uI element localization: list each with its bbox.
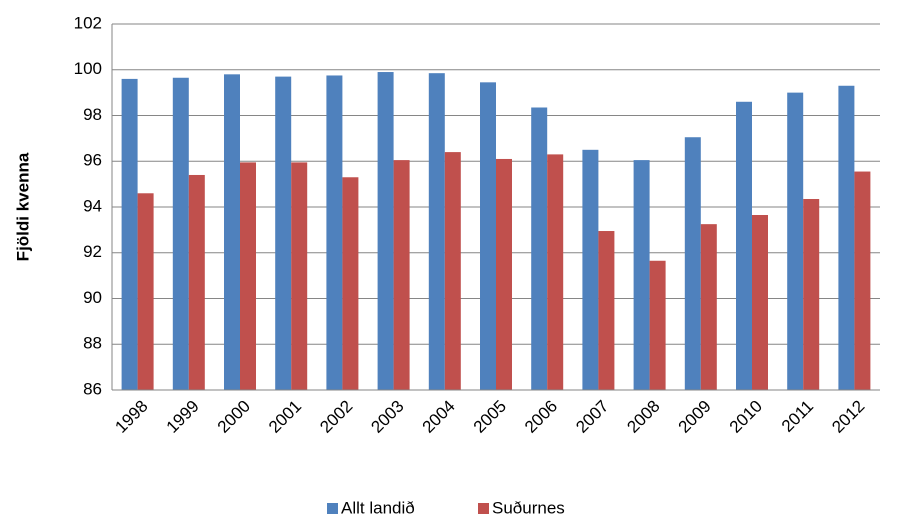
bar <box>496 158 512 390</box>
bar <box>598 231 615 390</box>
y-tick-label: 88 <box>83 334 102 353</box>
bar <box>326 75 343 390</box>
y-tick-label: 86 <box>83 379 102 398</box>
bar <box>736 101 752 391</box>
bar <box>172 77 189 390</box>
bar <box>531 107 548 391</box>
y-tick-label: 90 <box>83 288 102 307</box>
bar <box>393 160 410 390</box>
bar <box>582 149 599 390</box>
x-tick-label: 2011 <box>778 397 817 436</box>
x-tick-label: 2004 <box>419 397 459 437</box>
bar <box>224 74 240 390</box>
bar <box>444 152 461 390</box>
x-tick-label: 2008 <box>623 397 663 437</box>
bar <box>480 82 496 391</box>
legend-swatch <box>327 503 338 514</box>
y-tick-label: 102 <box>74 13 102 32</box>
bar <box>633 160 650 390</box>
x-tick-label: 2002 <box>316 397 356 437</box>
bar <box>291 162 308 390</box>
bar <box>240 162 256 390</box>
x-tick-label: 2007 <box>572 397 612 437</box>
x-tick-label: 2005 <box>470 397 510 437</box>
y-tick-label: 96 <box>83 151 102 170</box>
y-axis-label: Fjöldi kvenna <box>13 152 32 261</box>
x-tick-label: 2010 <box>726 397 766 437</box>
bar <box>854 171 871 390</box>
y-tick-label: 98 <box>83 105 102 124</box>
x-tick-label: 1999 <box>163 397 203 437</box>
bar <box>137 193 154 390</box>
bar <box>121 78 138 391</box>
x-tick-label: 2006 <box>521 397 561 437</box>
x-tick-label: 2000 <box>214 397 254 437</box>
bar <box>188 174 205 390</box>
y-tick-label: 100 <box>74 59 102 78</box>
bar <box>275 76 292 391</box>
x-tick-label: 2009 <box>675 397 715 437</box>
legend-label: Allt landið <box>341 498 415 517</box>
bar <box>684 137 701 390</box>
y-tick-label: 94 <box>83 196 102 215</box>
bar <box>649 260 666 390</box>
bar <box>547 154 564 390</box>
x-tick-label: 2003 <box>367 397 407 437</box>
x-tick-label: 1998 <box>111 397 151 437</box>
bar <box>428 73 445 391</box>
bar <box>838 85 855 390</box>
x-tick-label: 2001 <box>265 397 305 437</box>
bar <box>700 224 717 390</box>
bar <box>803 198 820 390</box>
bar <box>787 92 804 390</box>
legend-swatch <box>478 503 489 514</box>
y-tick-label: 92 <box>83 242 102 261</box>
bar <box>342 177 359 390</box>
x-tick-label: 2012 <box>828 397 868 437</box>
bar <box>752 215 768 390</box>
legend-label: Suðurnes <box>492 498 565 517</box>
bar <box>377 72 394 390</box>
